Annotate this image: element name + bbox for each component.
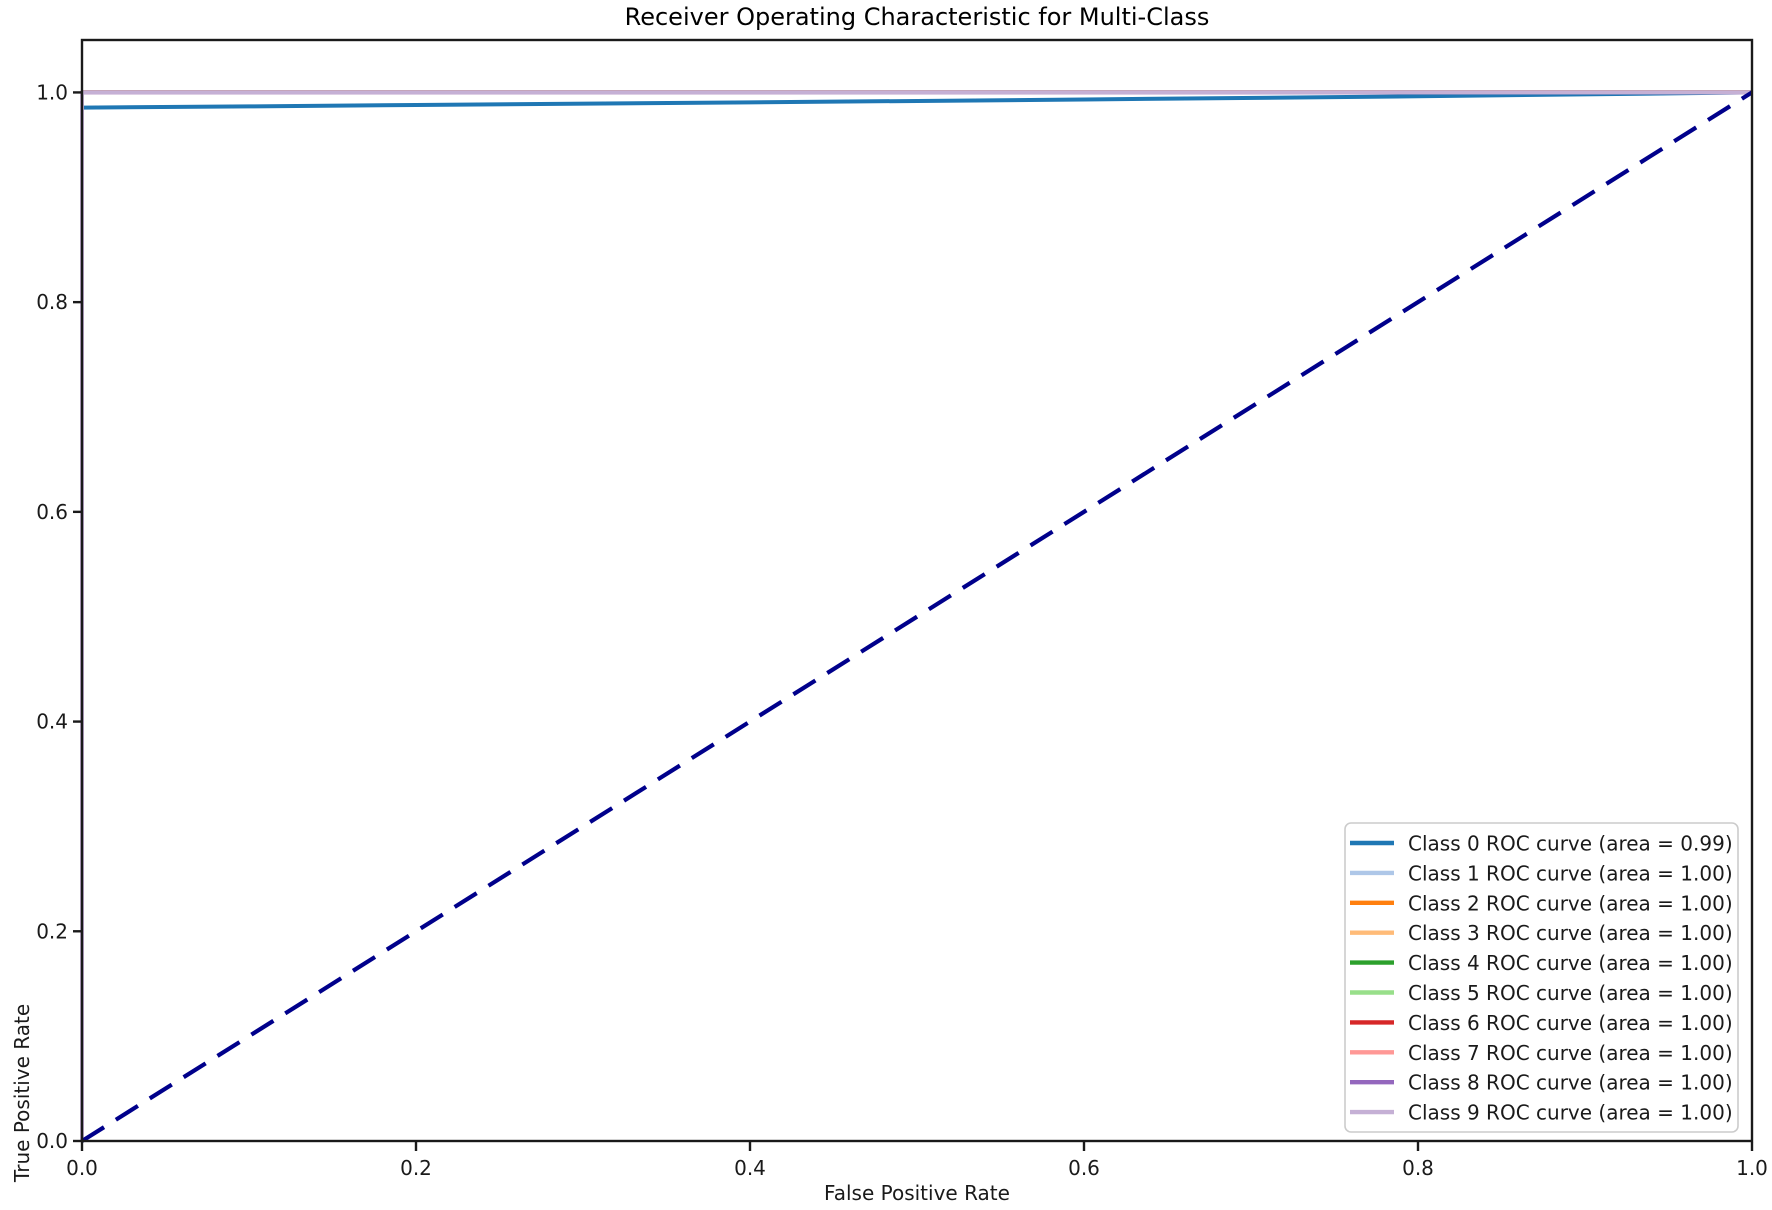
y-tick-label: 0.0 <box>36 1129 68 1153</box>
legend-box <box>1344 822 1739 1133</box>
y-tick-label: 0.8 <box>36 290 68 314</box>
legend-item: Class 5 ROC curve (area = 1.00) <box>1350 981 1733 1005</box>
legend-label: Class 3 ROC curve (area = 1.00) <box>1408 921 1733 945</box>
legend-item: Class 4 ROC curve (area = 1.00) <box>1350 951 1733 975</box>
legend-label: Class 0 ROC curve (area = 0.99) <box>1408 832 1733 856</box>
legend-item: Class 6 ROC curve (area = 1.00) <box>1350 1011 1733 1035</box>
legend-label: Class 8 ROC curve (area = 1.00) <box>1408 1071 1733 1095</box>
legend-label: Class 4 ROC curve (area = 1.00) <box>1408 951 1733 975</box>
x-tick-label: 0.4 <box>734 1156 766 1180</box>
roc-curve-class-0 <box>80 90 1753 1141</box>
legend-label: Class 2 ROC curve (area = 1.00) <box>1408 891 1733 915</box>
chance-diagonal-line <box>80 90 1754 1143</box>
x-tick-label: 0.6 <box>1068 1156 1100 1180</box>
legend: Class 0 ROC curve (area = 0.99) Class 1 R… <box>1350 832 1733 1125</box>
x-tick-label: 0.8 <box>1402 1156 1434 1180</box>
y-tick-label: 0.4 <box>36 710 68 734</box>
legend-label: Class 6 ROC curve (area = 1.00) <box>1408 1011 1733 1035</box>
plot-border <box>80 38 1754 1143</box>
x-axis-label: False Positive Rate <box>824 1181 1010 1205</box>
legend-item: Class 2 ROC curve (area = 1.00) <box>1350 891 1733 915</box>
legend-label: Class 1 ROC curve (area = 1.00) <box>1408 861 1733 885</box>
y-tick-label: 0.6 <box>36 500 68 524</box>
legend-label: Class 5 ROC curve (area = 1.00) <box>1408 981 1733 1005</box>
x-tick-label: 0.2 <box>400 1156 432 1180</box>
legend-label: Class 9 ROC curve (area = 1.00) <box>1408 1101 1733 1125</box>
legend-item: Class 0 ROC curve (area = 0.99) <box>1350 832 1733 856</box>
x-tick-label: 0.0 <box>66 1156 98 1180</box>
legend-item: Class 1 ROC curve (area = 1.00) <box>1350 861 1733 885</box>
y-tick-label: 1.0 <box>36 80 68 104</box>
x-tick-label: 1.0 <box>1736 1156 1768 1180</box>
y-tick-label: 0.2 <box>36 919 68 943</box>
legend-item: Class 9 ROC curve (area = 1.00) <box>1350 1101 1733 1125</box>
legend-item: Class 3 ROC curve (area = 1.00) <box>1350 921 1733 945</box>
legend-item: Class 8 ROC curve (area = 1.00) <box>1350 1071 1733 1095</box>
legend-item: Class 7 ROC curve (area = 1.00) <box>1350 1041 1733 1065</box>
y-axis-label: True Positive Rate <box>10 1003 34 1182</box>
legend-label: Class 7 ROC curve (area = 1.00) <box>1408 1041 1733 1065</box>
chart-title: Receiver Operating Characteristic for Mu… <box>624 3 1210 31</box>
